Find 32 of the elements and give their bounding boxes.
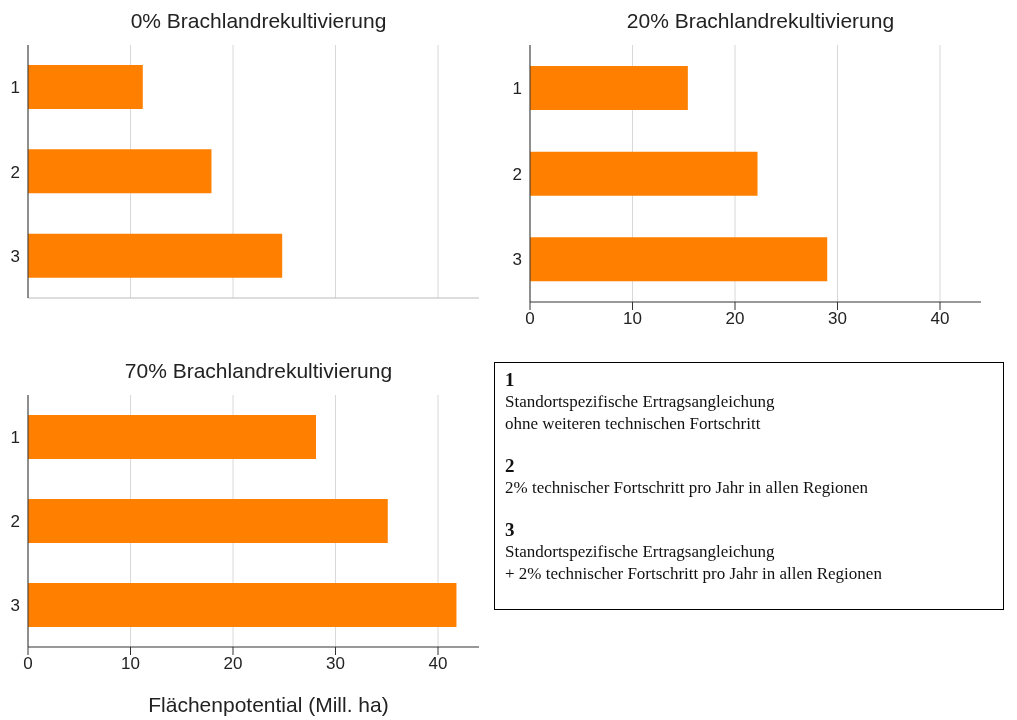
x-tick-label: 10 [121,654,140,674]
bar [28,499,388,543]
y-tick-label: 3 [10,596,20,616]
bar [530,237,828,282]
y-tick-label: 1 [512,78,522,98]
y-tick-label: 2 [10,162,20,182]
x-tick-label: 30 [828,309,847,329]
bar [530,66,688,110]
x-tick-label: 40 [428,654,448,674]
text: 1 Standortspezifische Ertragsangleichung ohne weiteren technischen Fortschritt [505,369,776,435]
bar [530,151,758,196]
x-tick-label: 20 [725,309,745,329]
bar [28,415,317,459]
y-tick-label: 2 [512,164,522,184]
x-axis-title: Flächenpotential (Mill. ha) [147,693,390,717]
chart-title: 70% Brachlandrekultivierung [123,358,394,384]
x-tick-label: 20 [223,654,243,674]
y-tick-label: 3 [10,246,20,266]
y-tick-label: 1 [10,78,20,98]
x-tick-label: 10 [623,309,642,329]
chart-title: 20% Brachlandrekultivierung [625,8,896,34]
y-tick-label: 2 [10,512,20,532]
x-tick-label: 30 [326,654,345,674]
bar [28,583,457,627]
text: 2 2% technischer Fortschritt pro Jahr in allen Regionen [505,455,870,499]
y-tick-label: 3 [512,250,522,270]
x-tick-label: 0 [23,654,33,674]
x-tick-label: 40 [930,309,950,329]
text: 3 Standortspezifische Ertragsangleichung + 2% technischer Fortschritt pro Jahr in allen Regionen [505,519,883,585]
y-tick-label: 1 [10,428,20,448]
chart-title: 0% Brachlandrekultivierung [129,8,388,34]
x-tick-label: 0 [525,309,535,329]
